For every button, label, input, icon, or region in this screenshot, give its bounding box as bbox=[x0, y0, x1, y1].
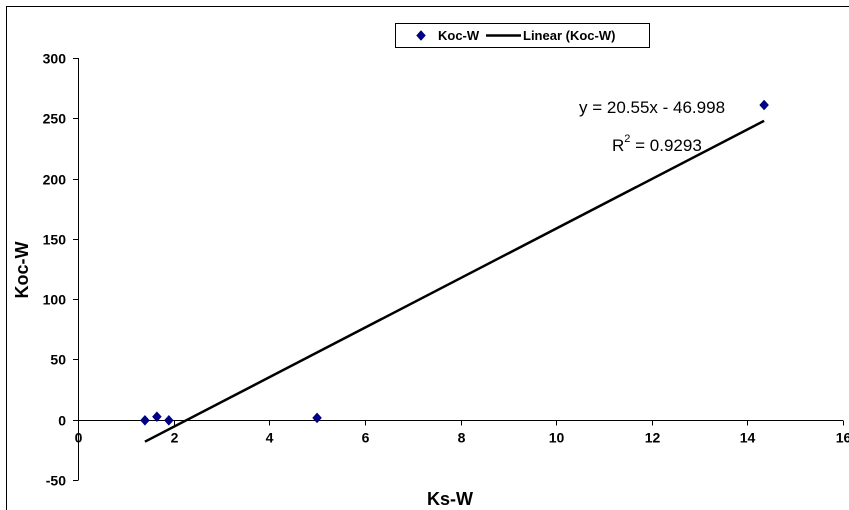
y-tick-label: 250 bbox=[43, 111, 67, 127]
data-point bbox=[152, 411, 162, 423]
x-tick-label: 0 bbox=[75, 430, 83, 446]
chart-frame bbox=[6, 6, 849, 510]
y-tick-label: 150 bbox=[43, 232, 67, 248]
x-tick-label: 4 bbox=[266, 430, 274, 446]
r-squared-label: R2 = 0.9293 bbox=[612, 133, 702, 155]
x-tick-label: 14 bbox=[740, 430, 756, 446]
r-squared-value: = 0.9293 bbox=[630, 136, 701, 155]
x-tick-label: 10 bbox=[549, 430, 565, 446]
x-tick-label: 8 bbox=[458, 430, 466, 446]
trendline-equation: y = 20.55x - 46.998 bbox=[579, 98, 725, 117]
legend-marker-diamond-icon bbox=[416, 30, 426, 41]
legend: Koc-W Linear (Koc-W) bbox=[395, 23, 650, 48]
legend-label-trendline: Linear (Koc-W) bbox=[523, 28, 615, 43]
data-point bbox=[140, 414, 150, 426]
y-tick-label: 200 bbox=[43, 172, 67, 188]
y-tick-label: 0 bbox=[58, 413, 66, 429]
y-tick-label: 100 bbox=[43, 292, 67, 308]
x-axis-title: Ks-W bbox=[427, 489, 473, 509]
x-tick-label: 2 bbox=[171, 430, 179, 446]
legend-box bbox=[395, 23, 650, 48]
y-tick-label: 300 bbox=[43, 51, 67, 67]
x-tick-label: 16 bbox=[836, 430, 849, 446]
y-tick-label: 50 bbox=[50, 352, 66, 368]
data-point bbox=[759, 99, 769, 111]
plot-area: -50 0 50 100 150 200 250 300 0 2 4 6 8 10 12 14 16 bbox=[43, 51, 849, 489]
y-tick-label: -50 bbox=[46, 473, 66, 489]
trendline bbox=[144, 119, 765, 443]
legend-label-series: Koc-W bbox=[438, 28, 480, 43]
x-tick-label: 6 bbox=[362, 430, 370, 446]
y-axis-title: Koc-W bbox=[12, 242, 32, 299]
r-squared-superscript: 2 bbox=[624, 133, 630, 145]
data-point bbox=[164, 414, 174, 426]
data-point bbox=[312, 412, 322, 424]
x-tick-label: 12 bbox=[645, 430, 661, 446]
r-squared-prefix: R bbox=[612, 136, 624, 155]
